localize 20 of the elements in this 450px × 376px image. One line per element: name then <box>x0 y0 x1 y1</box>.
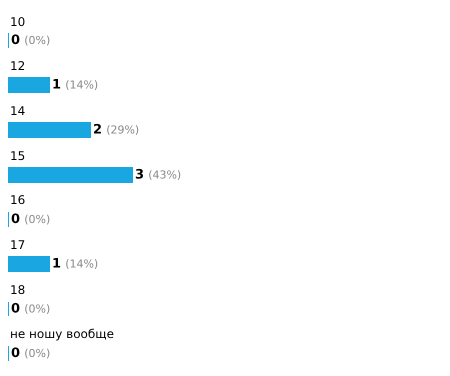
data-label: 3 (43%) <box>135 168 182 182</box>
y-tick-label: 18 <box>10 283 26 297</box>
y-tick-label: не ношу вообще <box>10 327 114 341</box>
y-tick-label: 15 <box>10 149 26 163</box>
y-tick-label: 12 <box>10 59 26 73</box>
data-label: 1 (14%) <box>52 256 98 272</box>
bar <box>8 77 50 93</box>
data-label: 1 (14%) <box>52 78 98 92</box>
data-label: 0 (0%) <box>11 302 50 316</box>
data-label: 0 (0%) <box>11 212 50 227</box>
data-label: 0 (0%) <box>11 346 50 361</box>
bar <box>8 122 91 138</box>
y-tick-label: 17 <box>10 238 26 252</box>
y-tick-label: 10 <box>10 15 26 29</box>
data-label: 0 (0%) <box>11 33 50 48</box>
bar <box>8 167 133 183</box>
data-label: 2 (29%) <box>93 122 140 138</box>
bar <box>8 256 50 272</box>
y-tick-label: 14 <box>10 104 26 118</box>
y-tick-label: 16 <box>10 193 26 207</box>
